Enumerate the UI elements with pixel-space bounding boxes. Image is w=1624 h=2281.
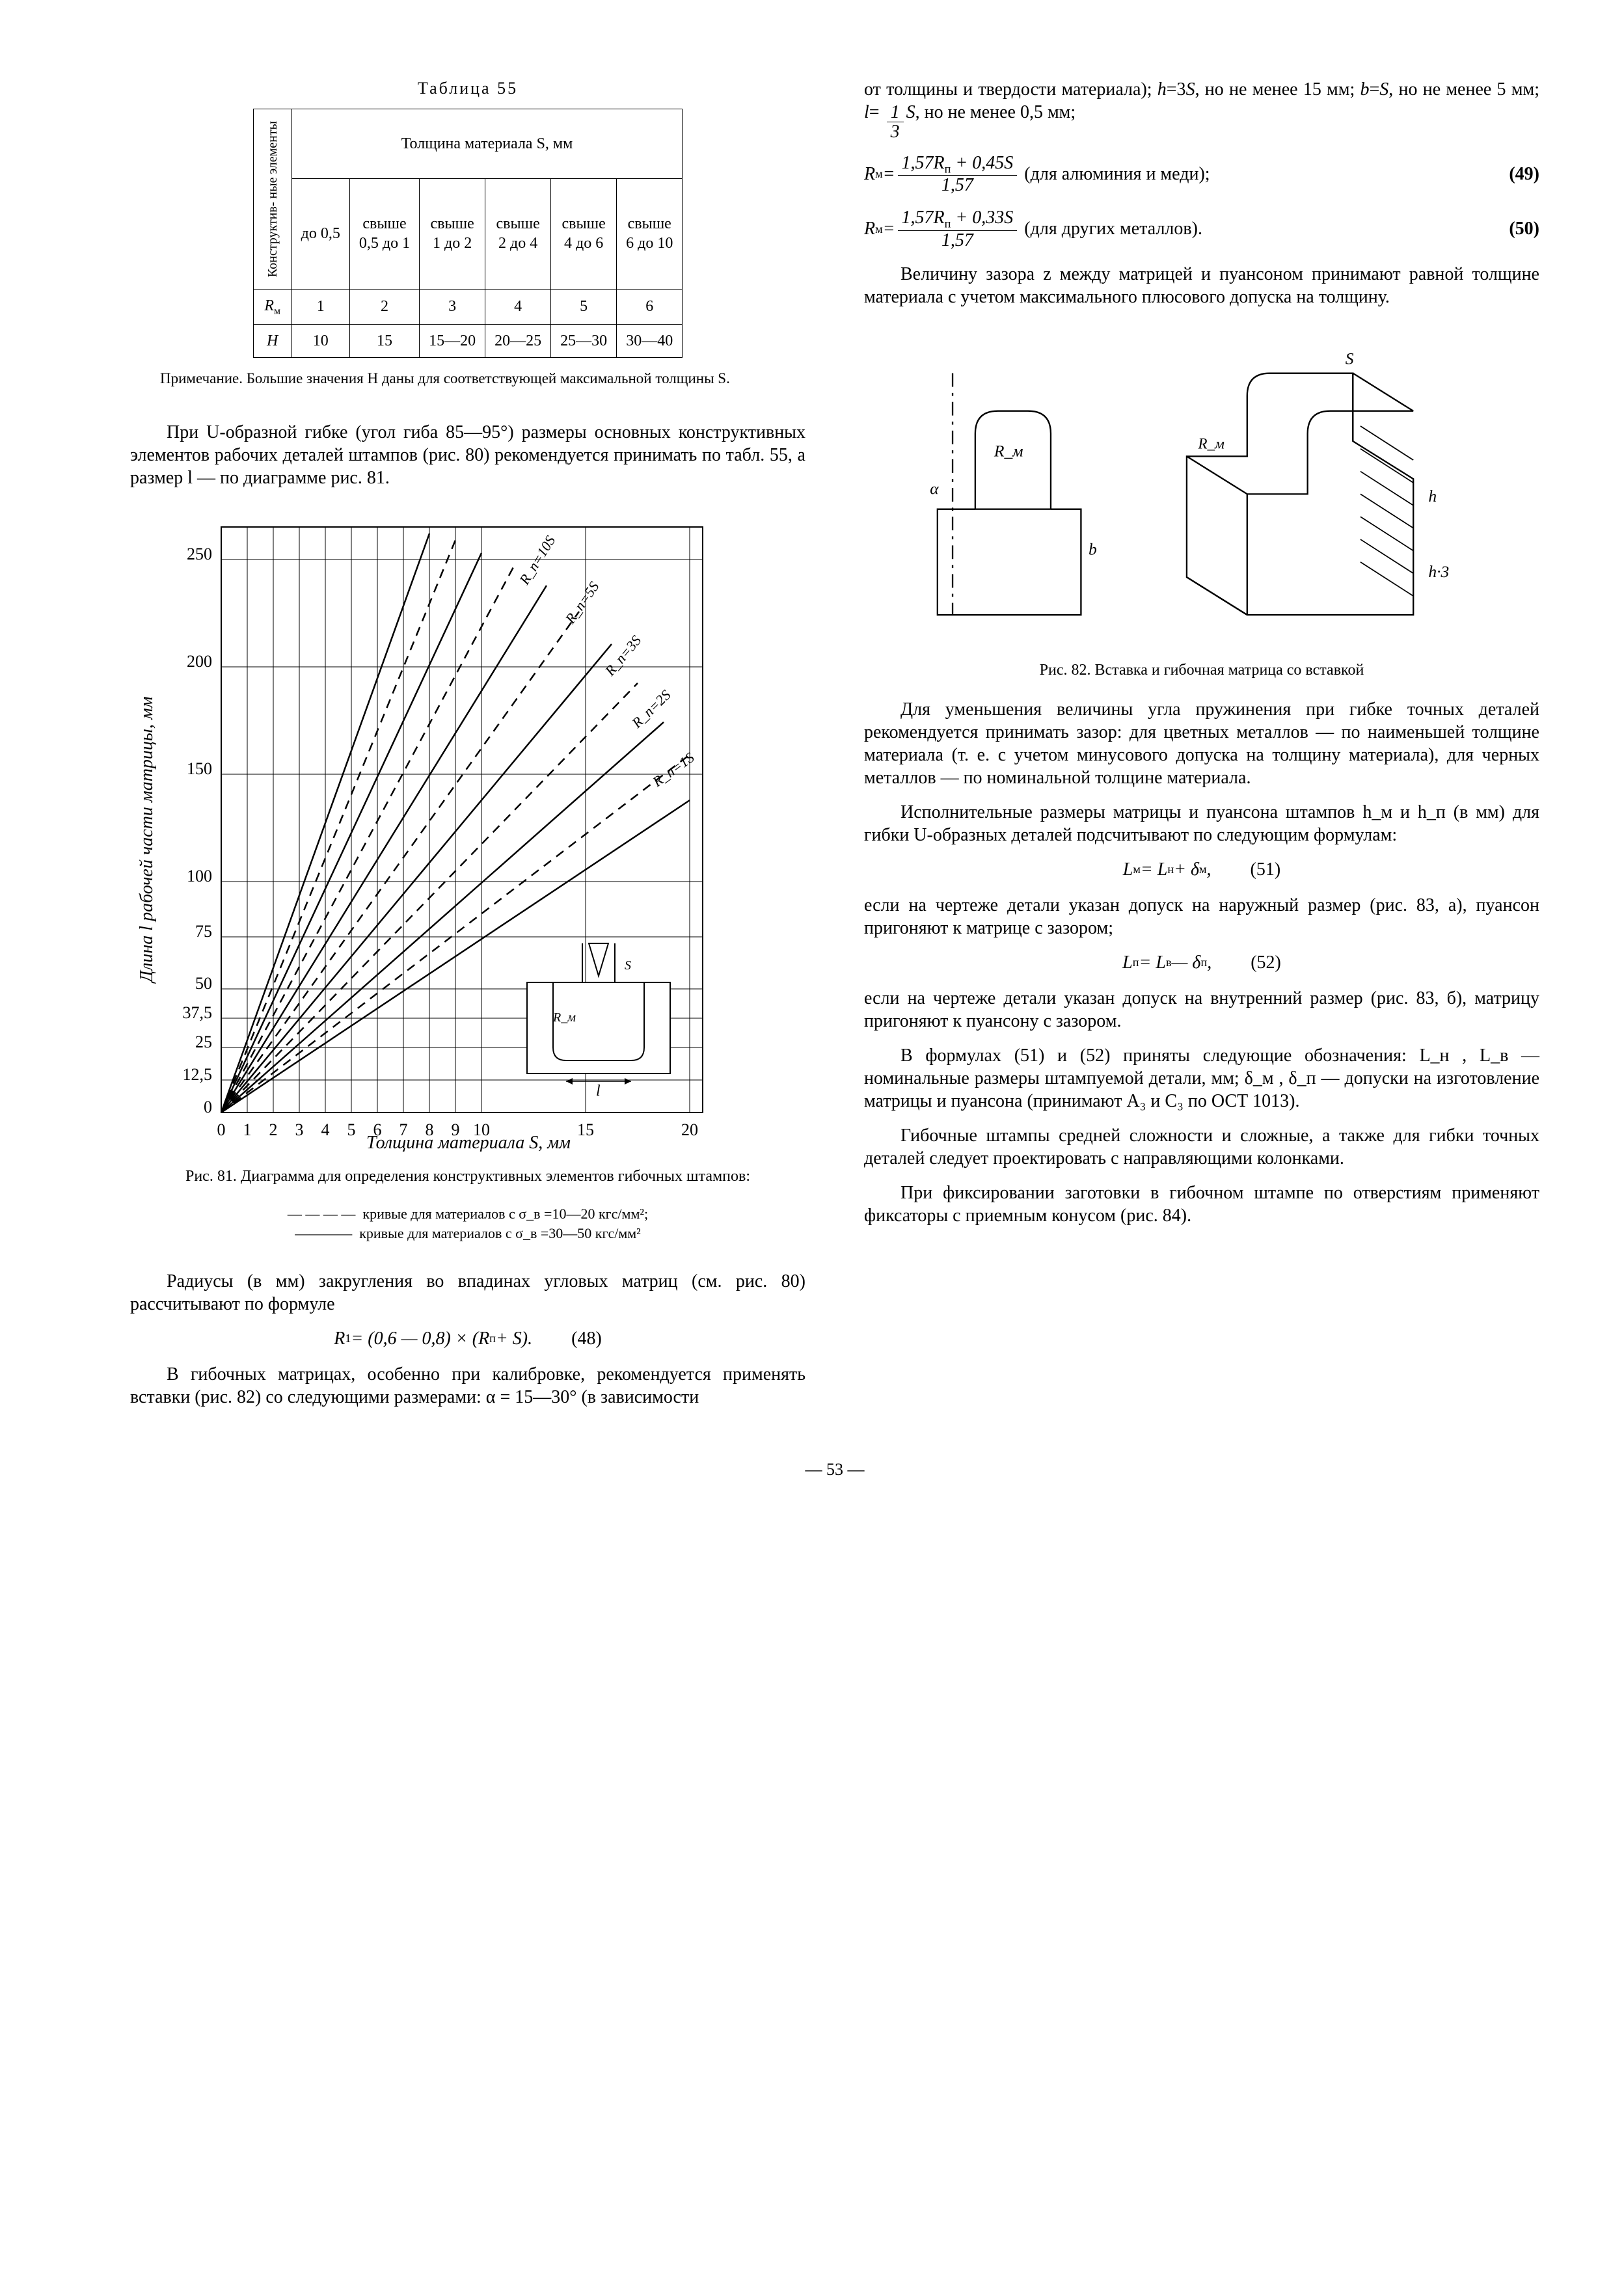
para: Исполнительные размеры матрицы и пуансон…: [864, 801, 1539, 846]
eq-50: Rм = 1,57Rп + 0,33S 1,57 (для других мет…: [864, 208, 1539, 250]
para: В формулах (51) и (52) приняты следующие…: [864, 1044, 1539, 1113]
svg-text:Толщина материала S, мм: Толщина материала S, мм: [366, 1133, 571, 1152]
table-row: Rм 1 2 3 4 5 6: [253, 289, 683, 324]
fig-81-legend: — — — — кривые для материалов с σ_в =10—…: [130, 1204, 805, 1245]
svg-text:h: h: [1428, 487, 1437, 506]
svg-text:1: 1: [243, 1120, 252, 1139]
page-number: — 53 —: [130, 1459, 1539, 1481]
fig-81-caption: Рис. 81. Диаграмма для определения конст…: [130, 1167, 805, 1186]
svg-text:75: 75: [195, 922, 212, 941]
svg-text:R_м: R_м: [1197, 436, 1225, 453]
svg-text:12,5: 12,5: [183, 1065, 213, 1084]
table-header-row: до 0,5 свыше 0,5 до 1 свыше 1 до 2 свыше…: [253, 178, 683, 289]
para: от толщины и твердости материала); h=3S,…: [864, 78, 1539, 142]
svg-text:150: 150: [187, 759, 212, 778]
para: если на чертеже детали указан допуск на …: [864, 987, 1539, 1033]
row-head: Конструктив- ные элементы: [263, 116, 282, 282]
svg-text:15: 15: [577, 1120, 594, 1139]
para: если на чертеже детали указан допуск на …: [864, 894, 1539, 939]
svg-text:0: 0: [204, 1098, 212, 1116]
svg-text:Длина l рабочей части матрицы,: Длина l рабочей части матрицы, мм: [137, 696, 157, 984]
svg-text:b: b: [1089, 539, 1097, 558]
svg-text:S: S: [625, 958, 631, 973]
col-head: Толщина материала S, мм: [291, 109, 683, 178]
svg-text:5: 5: [347, 1120, 356, 1139]
para: При U-образной гибке (угол гиба 85—95°) …: [130, 421, 805, 489]
para: Для уменьшения величины угла пружинения …: [864, 698, 1539, 789]
svg-text:25: 25: [195, 1033, 212, 1051]
svg-text:20: 20: [681, 1120, 698, 1139]
para: Величину зазора z между матрицей и пуанс…: [864, 263, 1539, 308]
table-55: Конструктив- ные элементы Толщина матери…: [253, 109, 683, 358]
eq-51: Lм = Lн + δм, (51): [864, 858, 1539, 881]
table-note: Примечание. Большие значения H даны для …: [130, 370, 805, 388]
svg-text:R_п=5S: R_п=5S: [562, 578, 602, 627]
svg-text:250: 250: [187, 545, 212, 563]
svg-text:3: 3: [295, 1120, 304, 1139]
table-title: Таблица 55: [130, 78, 805, 100]
svg-text:l: l: [596, 1083, 601, 1100]
svg-text:100: 100: [187, 867, 212, 885]
fig-82-caption: Рис. 82. Вставка и гибочная матрица со в…: [864, 660, 1539, 680]
svg-text:2: 2: [269, 1120, 278, 1139]
svg-text:4: 4: [321, 1120, 330, 1139]
svg-text:R_п=3S: R_п=3S: [601, 632, 644, 679]
eq-48: R1 = (0,6 — 0,8) × (Rп + S). (48): [130, 1327, 805, 1350]
svg-text:0: 0: [217, 1120, 226, 1139]
fig-81-chart: 0 12,5 25 37,5 50 75 100 150 200 250 0: [130, 501, 805, 1157]
svg-text:α: α: [930, 479, 939, 498]
svg-text:R_м: R_м: [552, 1010, 576, 1025]
fig-82: R_м α b: [864, 328, 1539, 651]
para: Радиусы (в мм) закругления во впадинах у…: [130, 1270, 805, 1316]
eq-52: Lп = Lв — δп, (52): [864, 951, 1539, 974]
para: Гибочные штампы средней сложности и слож…: [864, 1124, 1539, 1170]
svg-text:S: S: [1346, 349, 1354, 368]
svg-text:50: 50: [195, 974, 212, 993]
svg-text:37,5: 37,5: [183, 1003, 213, 1022]
para: При фиксировании заготовки в гибочном шт…: [864, 1181, 1539, 1227]
table-row: H 10 15 15—20 20—25 25—30 30—40: [253, 324, 683, 357]
svg-text:R_м: R_м: [994, 441, 1023, 460]
svg-text:R_п=2S: R_п=2S: [628, 686, 673, 731]
svg-text:200: 200: [187, 652, 212, 671]
svg-text:h·3: h·3: [1428, 562, 1449, 581]
svg-text:R_п=10S: R_п=10S: [516, 532, 559, 587]
para: В гибочных матрицах, особенно при калибр…: [130, 1363, 805, 1409]
eq-49: Rм = 1,57Rп + 0,45S 1,57 (для алюминия и…: [864, 154, 1539, 195]
